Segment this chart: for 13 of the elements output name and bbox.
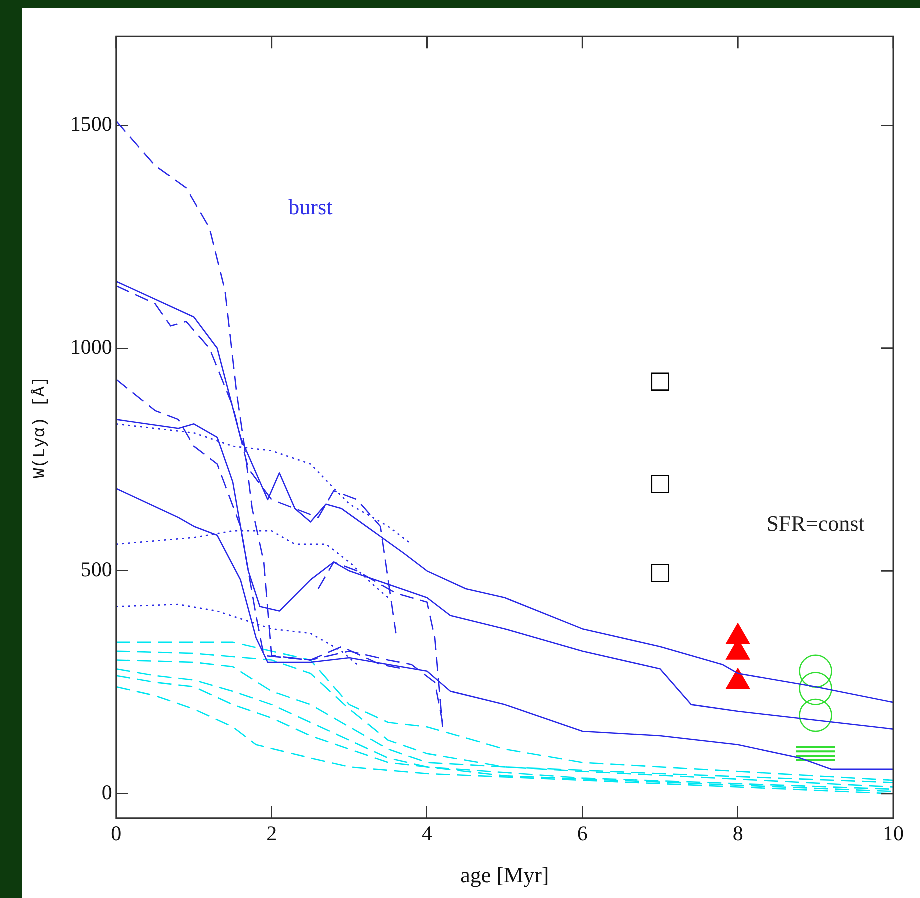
y-tick-label: 1500 [70, 112, 112, 136]
y-axis-title: W(Lyα) [Å] [30, 376, 51, 479]
y-tick-label: 1000 [70, 334, 112, 359]
y-tick-label: 500 [80, 558, 112, 582]
x-tick-label: 4 [422, 822, 433, 846]
x-axis-title: age [Myr] [460, 862, 550, 888]
x-tick-label: 2 [266, 822, 278, 846]
x-tick-label: 10 [883, 822, 904, 846]
annotation: SFR=const [766, 511, 865, 536]
annotation: burst [288, 194, 333, 220]
x-tick-label: 8 [732, 822, 744, 846]
x-tick-label: 6 [577, 822, 588, 846]
y-tick-label: 0 [102, 780, 112, 804]
